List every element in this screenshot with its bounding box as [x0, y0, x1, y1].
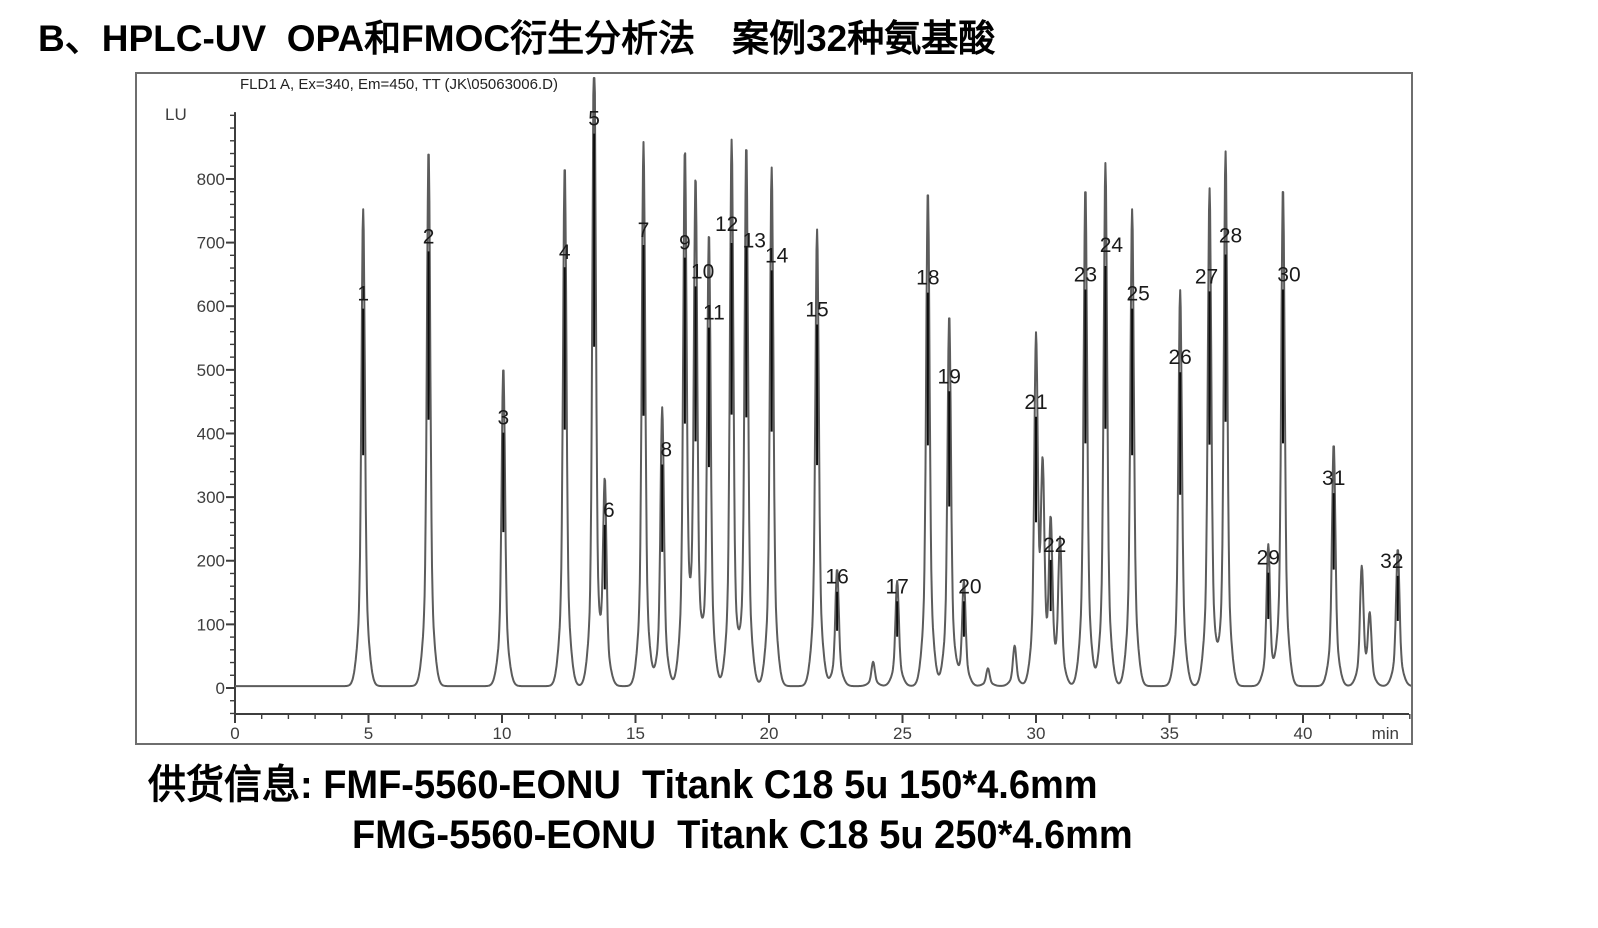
y-tick-label: 100 — [197, 615, 225, 634]
peak-label-23: 23 — [1074, 263, 1097, 286]
chromatogram-trace — [234, 77, 1411, 688]
peak-label-31: 31 — [1322, 467, 1345, 490]
supply-info-line-2: FMG-5560-EONU Titank C18 5u 250*4.6mm — [352, 813, 1133, 857]
peak-label-5: 5 — [588, 108, 600, 131]
y-tick-label: 500 — [197, 361, 225, 380]
peak-label-29: 29 — [1257, 547, 1280, 570]
x-tick-label: 5 — [364, 724, 373, 743]
peak-label-3: 3 — [497, 407, 509, 430]
y-tick-label: 400 — [197, 424, 225, 443]
peak-label-7: 7 — [638, 219, 650, 242]
peak-label-11: 11 — [703, 302, 725, 325]
peak-label-10: 10 — [691, 260, 714, 283]
x-tick-label: 20 — [760, 724, 779, 743]
peak-label-22: 22 — [1043, 534, 1066, 557]
peak-label-14: 14 — [765, 244, 789, 267]
peak-label-26: 26 — [1169, 346, 1192, 369]
x-tick-label: 25 — [893, 724, 912, 743]
peak-label-25: 25 — [1126, 283, 1149, 306]
peak-label-19: 19 — [938, 365, 961, 388]
y-axis-unit-label: LU — [165, 105, 187, 124]
peak-label-13: 13 — [743, 229, 766, 252]
x-tick-label: 40 — [1294, 724, 1313, 743]
x-tick-label: 15 — [626, 724, 645, 743]
peak-label-30: 30 — [1277, 263, 1300, 286]
peak-label-9: 9 — [679, 232, 691, 255]
y-tick-label: 800 — [197, 170, 225, 189]
x-axis-unit-label: min — [1372, 724, 1399, 743]
peak-label-6: 6 — [603, 499, 615, 522]
peak-label-16: 16 — [825, 566, 848, 589]
peak-label-17: 17 — [885, 575, 908, 598]
chromatogram-panel: FLD1 A, Ex=340, Em=450, TT (JK\05063006.… — [135, 72, 1413, 745]
peak-label-12: 12 — [715, 213, 738, 236]
y-tick-label: 700 — [197, 234, 225, 253]
peak-label-1: 1 — [357, 283, 369, 306]
y-axis: 0 100 200 300 400 500 600 700 800 LU — [165, 105, 236, 723]
y-tick-label: 600 — [197, 297, 225, 316]
x-axis: 0 5 10 15 20 25 30 35 40 min — [230, 713, 1411, 743]
x-tick-label: 30 — [1027, 724, 1046, 743]
peak-label-15: 15 — [805, 298, 828, 321]
peak-label-8: 8 — [660, 438, 672, 461]
peak-label-2: 2 — [423, 225, 435, 248]
y-tick-label: 200 — [197, 552, 225, 571]
chart-signal-label: FLD1 A, Ex=340, Em=450, TT (JK\05063006.… — [240, 76, 558, 93]
x-tick-label: 35 — [1160, 724, 1179, 743]
supply-info-line-1: 供货信息: FMF-5560-EONU Titank C18 5u 150*4.… — [148, 763, 1098, 807]
peak-label-21: 21 — [1024, 391, 1047, 414]
peak-label-27: 27 — [1195, 265, 1218, 288]
peak-label-28: 28 — [1219, 224, 1242, 247]
x-tick-label: 10 — [493, 724, 512, 743]
page-title: B、HPLC-UV OPA和FMOC衍生分析法 案例32种氨基酸 — [38, 18, 996, 59]
peak-label-32: 32 — [1380, 550, 1403, 573]
y-tick-label: 300 — [197, 488, 225, 507]
peak-label-18: 18 — [916, 267, 939, 290]
peak-label-24: 24 — [1100, 234, 1124, 257]
x-tick-label: 0 — [230, 724, 239, 743]
peak-label-20: 20 — [958, 575, 981, 598]
y-tick-label: 0 — [216, 679, 225, 698]
peak-label-4: 4 — [559, 241, 571, 264]
